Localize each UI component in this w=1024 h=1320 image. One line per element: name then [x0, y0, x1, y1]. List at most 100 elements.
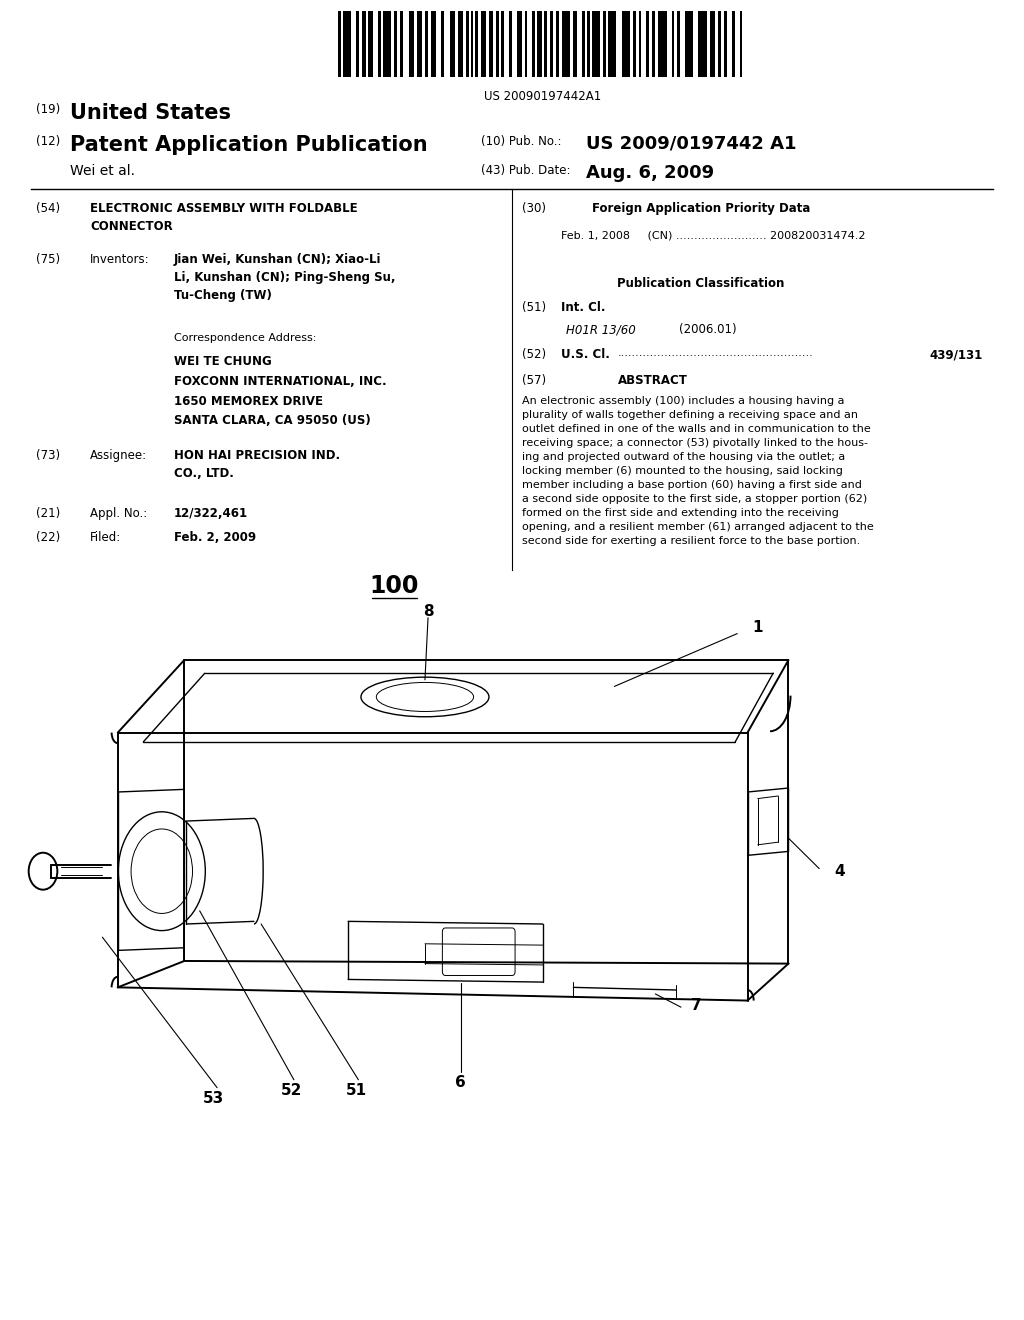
Text: (2006.01): (2006.01)	[679, 323, 736, 337]
Bar	[378, 11, 381, 77]
Text: (75): (75)	[36, 253, 60, 267]
Bar	[343, 11, 351, 77]
Bar	[582, 11, 585, 77]
Text: 100: 100	[370, 574, 419, 598]
Bar	[496, 11, 499, 77]
Text: (19): (19)	[36, 103, 60, 116]
Text: Patent Application Publication: Patent Application Publication	[70, 135, 427, 154]
Bar	[658, 11, 667, 77]
Bar	[537, 11, 542, 77]
Bar	[603, 11, 606, 77]
Text: Correspondence Address:: Correspondence Address:	[174, 333, 316, 343]
Text: Publication Classification: Publication Classification	[617, 277, 784, 290]
Text: ELECTRONIC ASSEMBLY WITH FOLDABLE
CONNECTOR: ELECTRONIC ASSEMBLY WITH FOLDABLE CONNEC…	[90, 202, 357, 232]
Text: 439/131: 439/131	[930, 348, 983, 362]
Text: Filed:: Filed:	[90, 531, 122, 544]
Text: Aug. 6, 2009: Aug. 6, 2009	[586, 164, 714, 182]
Text: 4: 4	[835, 863, 845, 879]
Bar	[573, 11, 577, 77]
Bar	[475, 11, 478, 77]
Bar	[639, 11, 641, 77]
Text: U.S. Cl.: U.S. Cl.	[561, 348, 610, 362]
Bar	[622, 11, 630, 77]
Text: Appl. No.:: Appl. No.:	[90, 507, 147, 520]
Text: FOXCONN INTERNATIONAL, INC.: FOXCONN INTERNATIONAL, INC.	[174, 375, 387, 388]
Bar	[368, 11, 373, 77]
Bar	[417, 11, 422, 77]
Bar	[724, 11, 727, 77]
Bar	[441, 11, 444, 77]
Text: 53: 53	[203, 1090, 223, 1106]
Circle shape	[29, 853, 57, 890]
Text: 51: 51	[346, 1082, 367, 1098]
Text: Jian Wei, Kunshan (CN); Xiao-Li
Li, Kunshan (CN); Ping-Sheng Su,
Tu-Cheng (TW): Jian Wei, Kunshan (CN); Xiao-Li Li, Kuns…	[174, 253, 395, 302]
Bar	[556, 11, 559, 77]
Bar	[608, 11, 616, 77]
Bar	[501, 11, 504, 77]
Text: An electronic assembly (100) includes a housing having a
plurality of walls toge: An electronic assembly (100) includes a …	[522, 396, 874, 546]
Bar	[509, 11, 512, 77]
Bar	[466, 11, 469, 77]
Text: 12/322,461: 12/322,461	[174, 507, 248, 520]
Text: Inventors:: Inventors:	[90, 253, 150, 267]
Text: (12): (12)	[36, 135, 60, 148]
Bar	[481, 11, 486, 77]
Text: H01R 13/60: H01R 13/60	[566, 323, 636, 337]
Text: HON HAI PRECISION IND.
CO., LTD.: HON HAI PRECISION IND. CO., LTD.	[174, 449, 340, 479]
Text: ......................................................: ........................................…	[617, 348, 813, 359]
Text: 1: 1	[753, 619, 763, 635]
Bar	[517, 11, 522, 77]
Text: 52: 52	[282, 1082, 302, 1098]
Bar	[740, 11, 742, 77]
Bar	[672, 11, 674, 77]
Text: US 2009/0197442 A1: US 2009/0197442 A1	[586, 135, 797, 153]
Text: 8: 8	[423, 603, 433, 619]
Bar	[592, 11, 600, 77]
Text: SANTA CLARA, CA 95050 (US): SANTA CLARA, CA 95050 (US)	[174, 414, 371, 428]
Bar	[544, 11, 547, 77]
Text: (21): (21)	[36, 507, 60, 520]
Text: WEI TE CHUNG: WEI TE CHUNG	[174, 355, 271, 368]
Text: 1650 MEMOREX DRIVE: 1650 MEMOREX DRIVE	[174, 395, 324, 408]
Bar	[394, 11, 397, 77]
Text: Wei et al.: Wei et al.	[70, 164, 134, 178]
Bar	[646, 11, 649, 77]
Bar	[425, 11, 428, 77]
Text: (30): (30)	[522, 202, 546, 215]
Bar	[338, 11, 341, 77]
Text: (10) Pub. No.:: (10) Pub. No.:	[481, 135, 562, 148]
Text: Foreign Application Priority Data: Foreign Application Priority Data	[592, 202, 810, 215]
Text: 6: 6	[456, 1074, 466, 1090]
Text: 7: 7	[691, 998, 701, 1014]
Text: (51): (51)	[522, 301, 547, 314]
Text: (43) Pub. Date:: (43) Pub. Date:	[481, 164, 570, 177]
Bar	[550, 11, 553, 77]
Bar	[383, 11, 391, 77]
Text: US 20090197442A1: US 20090197442A1	[484, 90, 601, 103]
Bar	[677, 11, 680, 77]
Bar	[458, 11, 463, 77]
Text: ABSTRACT: ABSTRACT	[617, 374, 687, 387]
Text: (52): (52)	[522, 348, 547, 362]
Text: Int. Cl.: Int. Cl.	[561, 301, 605, 314]
Bar	[562, 11, 570, 77]
Bar	[471, 11, 473, 77]
Text: Assignee:: Assignee:	[90, 449, 147, 462]
Text: (57): (57)	[522, 374, 547, 387]
Bar	[362, 11, 366, 77]
Bar	[489, 11, 493, 77]
Bar	[718, 11, 721, 77]
Text: (22): (22)	[36, 531, 60, 544]
Text: (73): (73)	[36, 449, 60, 462]
Bar	[732, 11, 735, 77]
Bar	[532, 11, 535, 77]
Bar	[400, 11, 403, 77]
Bar	[525, 11, 527, 77]
Bar	[685, 11, 693, 77]
Text: United States: United States	[70, 103, 230, 123]
Bar	[587, 11, 590, 77]
Bar	[450, 11, 455, 77]
Bar	[710, 11, 715, 77]
Bar	[431, 11, 436, 77]
Text: (54): (54)	[36, 202, 60, 215]
